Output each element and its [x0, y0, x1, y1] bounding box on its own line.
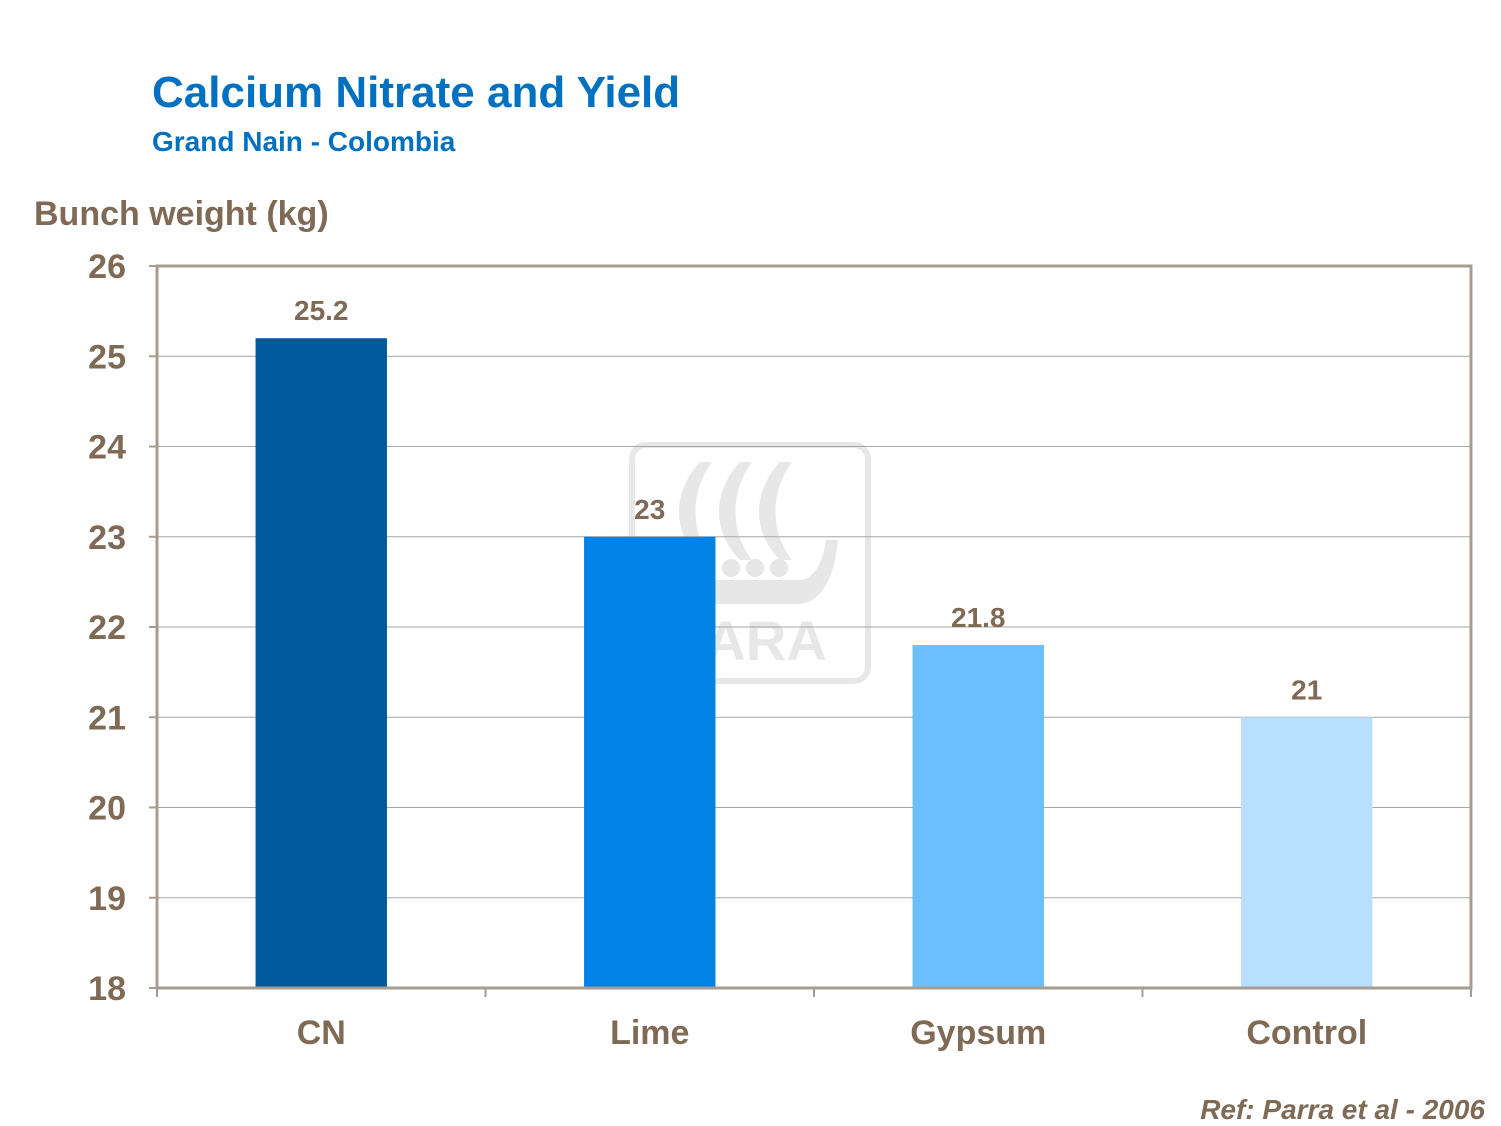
- y-tick-label: 22: [88, 609, 126, 647]
- y-tick-label: 18: [88, 970, 126, 1008]
- data-label: 23: [634, 494, 665, 525]
- chart-subtitle: Grand Nain - Colombia: [152, 126, 456, 157]
- y-tick-label: 25: [88, 338, 126, 376]
- bar-lime: [584, 536, 716, 988]
- y-tick-label: 23: [88, 519, 126, 557]
- bar-control: [1241, 717, 1373, 988]
- data-label: 21: [1291, 674, 1322, 705]
- x-tick-label: CN: [297, 1014, 346, 1052]
- x-tick-label: Lime: [610, 1014, 689, 1052]
- data-label: 25.2: [294, 295, 349, 326]
- y-tick-label: 19: [88, 880, 126, 918]
- y-tick-label: 21: [88, 699, 126, 737]
- y-axis-label: Bunch weight (kg): [34, 195, 329, 233]
- chart-title: Calcium Nitrate and Yield: [152, 68, 681, 117]
- bars: [255, 338, 1373, 988]
- y-tick-label: 20: [88, 790, 126, 828]
- x-tick-label: Gypsum: [910, 1014, 1046, 1052]
- labels: 18 19 20 21 22 23 24 25 26 25.2 CN 23 Lime 21.8 Gypsum…: [88, 248, 1367, 1052]
- y-tick-label: 26: [88, 248, 126, 286]
- axes: [149, 264, 1473, 997]
- data-label: 21.8: [951, 602, 1006, 633]
- bar-cn: [255, 338, 387, 988]
- reference-note: Ref: Parra et al - 2006: [1200, 1094, 1485, 1125]
- y-tick-label: 24: [88, 429, 126, 467]
- bar-gypsum: [912, 645, 1044, 988]
- x-tick-label: Control: [1246, 1014, 1367, 1052]
